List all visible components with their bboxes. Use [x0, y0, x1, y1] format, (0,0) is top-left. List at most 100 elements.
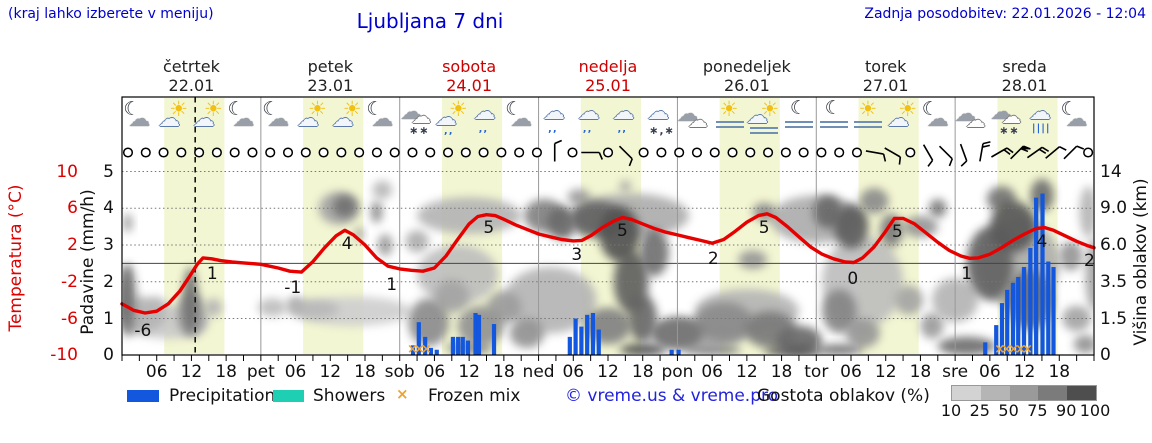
wind-barb-icon: [959, 143, 968, 167]
cloud-glyph: ☁: [192, 107, 215, 132]
cloud-glyph: ☁: [577, 100, 600, 125]
temperature-value-label: 2: [707, 248, 719, 269]
time-label: 06: [979, 362, 1001, 382]
cloud-glyph: ||||: [1031, 123, 1051, 134]
temperature-line: [120, 212, 1096, 315]
wind-barb-icon: [865, 150, 887, 162]
precip-bar: [596, 329, 601, 355]
precip-bar: [567, 336, 572, 355]
cloud-glyph: ☁: [965, 108, 986, 132]
wind-calm-icon: [211, 147, 222, 158]
frozen-mix-icon: ×: [396, 385, 409, 403]
day-name: nedelja: [578, 57, 638, 76]
wind-calm-icon: [425, 147, 436, 158]
wind-calm-icon: [780, 147, 791, 158]
wind-calm-icon: [709, 147, 720, 158]
cloud-glyph: ☁: [411, 104, 432, 128]
temperature-value-label: 5: [617, 221, 628, 242]
wind-barb-icon: [1010, 145, 1031, 160]
cloud-glyph: ☁: [296, 107, 319, 132]
day-date: 24.01: [446, 76, 493, 95]
frozen-mix-marker: ×: [1015, 342, 1026, 357]
wind-calm-icon: [1083, 147, 1094, 158]
sun-glyph: ☀: [719, 97, 739, 121]
precipitation-swatch: [127, 390, 159, 402]
time-label: 12: [180, 362, 203, 382]
precip-bar: [450, 336, 456, 355]
day-date: 26.01: [723, 76, 770, 95]
precip-bar: [579, 326, 584, 355]
wind-barb-icon: [1045, 146, 1067, 159]
temperature-value-label: -1: [284, 278, 302, 299]
cloud-glyph: ☁: [400, 100, 423, 125]
cloud-density-scale: [951, 385, 1097, 401]
wind-calm-icon: [300, 147, 311, 158]
wind-calm-icon: [674, 147, 685, 158]
moon-glyph: ☾: [1060, 98, 1078, 120]
time-label: 18: [493, 362, 515, 382]
temperature-value-label: 5: [483, 218, 495, 239]
sun-glyph: ☀: [858, 97, 878, 121]
time-label: 12: [597, 362, 619, 382]
cloud-glyph: ☁: [990, 100, 1013, 125]
wind-calm-icon: [745, 147, 756, 158]
moon-glyph: ☾: [921, 98, 939, 120]
time-label: 12: [874, 362, 897, 382]
wind-calm-icon: [371, 147, 382, 158]
day-abbrev-label: ned: [522, 362, 555, 382]
temperature-value-label: 5: [891, 222, 903, 243]
frozen-mix-marker: ×: [994, 342, 1005, 357]
day-name: ponedeljek: [702, 57, 791, 76]
cloud-glyph: ∗∗: [999, 124, 1020, 137]
weather-icon-moon-cloud: ☾ ☁: [919, 99, 957, 141]
sun-glyph: ☀: [342, 97, 362, 121]
wind-barb-icon: [581, 151, 604, 160]
temperature-tick: 10: [56, 161, 78, 182]
weather-icon-moon-fog: ☾: [815, 99, 853, 141]
weather-icon-moon-cloud: ☾ ☁: [1058, 99, 1096, 141]
weather-icon-sun-cloud-fog: ☀ ☁: [745, 99, 783, 141]
fog-lines: [715, 121, 744, 130]
cloud-glyph: ☁: [1065, 107, 1088, 132]
precipitation-tick: 2: [103, 271, 114, 292]
weather-icon-moon-cloud: ☾ ☁: [363, 99, 401, 141]
density-scale-segment: [1009, 386, 1039, 400]
density-tick-label: 90: [1056, 401, 1077, 420]
temperature-tick: -2: [61, 271, 78, 292]
precip-bar: [1051, 267, 1056, 355]
density-tick-label: 100: [1079, 401, 1111, 420]
weather-icon-moon-cloud: ☾ ☁: [259, 99, 297, 141]
day-name: sreda: [1002, 57, 1047, 76]
precip-bar: [434, 349, 439, 355]
day-date: 25.01: [585, 76, 631, 95]
moon-glyph: ☾: [366, 98, 384, 120]
cloud-height-tick: 6.0: [1100, 235, 1128, 255]
wind-calm-icon: [354, 147, 365, 158]
wind-row: [122, 139, 1094, 167]
precip-bar: [1046, 261, 1051, 355]
temperature-value-label: 4: [341, 234, 353, 255]
temperature-value-label: 1: [386, 275, 398, 296]
wind-barb-icon: [618, 145, 633, 167]
temperature-tick: -6: [61, 308, 78, 329]
precipitation-tick: 5: [103, 161, 114, 182]
frozen-mix-marker: ×: [1022, 342, 1033, 357]
precip-bar: [999, 303, 1005, 355]
time-label: 12: [1013, 362, 1036, 382]
copyright-link[interactable]: © vreme.us & vreme.pro: [565, 386, 779, 406]
cloud-glyph: ☁: [371, 107, 394, 132]
wind-calm-icon: [318, 147, 329, 158]
day-abbrev-label: sob: [384, 362, 415, 382]
temperature-tick: 6: [67, 198, 78, 219]
cloud-glyph: ‚‚: [582, 124, 593, 135]
wind-barb-icon: [938, 145, 953, 167]
weather-icon-cloud-snow: ☁ ☁ ∗∗: [398, 99, 436, 141]
day-date: 28.01: [1001, 76, 1048, 95]
density-tick-label: 10: [940, 401, 962, 420]
density-tick-label: 25: [969, 401, 990, 420]
time-label: 06: [562, 362, 585, 382]
cloud-glyph: ☁: [267, 107, 290, 132]
moon-glyph: ☾: [123, 98, 141, 120]
wind-calm-icon: [194, 147, 205, 158]
